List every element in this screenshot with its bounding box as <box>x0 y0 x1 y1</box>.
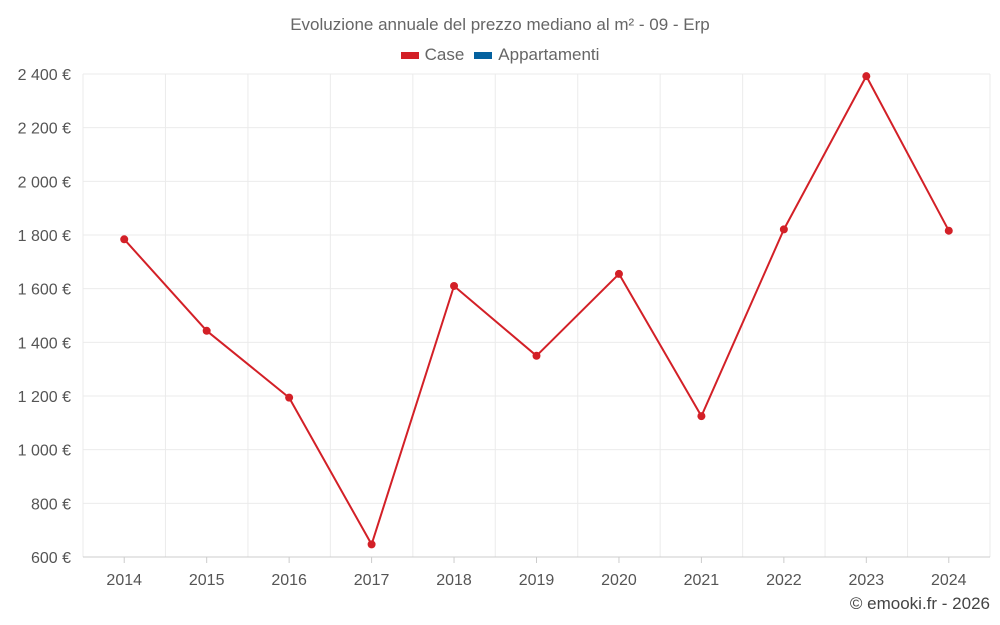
data-point[interactable] <box>944 226 953 235</box>
y-tick-label: 2 000 € <box>18 174 71 191</box>
x-tick-label: 2014 <box>106 572 142 589</box>
data-point[interactable] <box>285 393 294 402</box>
data-point[interactable] <box>450 281 459 290</box>
x-tick-label: 2021 <box>684 572 720 589</box>
axes: 600 € 800 € 1 000 € 1 200 € 1 400 € 1 600 € 1 … <box>18 67 990 589</box>
legend: Case Appartamenti <box>0 45 1000 65</box>
data-point[interactable] <box>614 269 623 278</box>
y-tick-label: 2 200 € <box>18 121 71 138</box>
legend-swatch-case <box>400 51 419 59</box>
y-tick-label: 600 € <box>31 550 71 567</box>
y-tick-label: 1 000 € <box>18 443 71 460</box>
credit-text: © emooki.fr - 2026 <box>849 594 990 613</box>
data-point[interactable] <box>120 235 129 244</box>
x-tick-label: 2023 <box>849 572 885 589</box>
legend-label-case: Case <box>424 45 465 64</box>
chart-title: Evoluzione annuale del prezzo mediano al… <box>290 15 710 34</box>
legend-label-appartamenti: Appartamenti <box>498 45 600 64</box>
x-tick-label: 2018 <box>436 572 472 589</box>
legend-item-appartamenti[interactable]: Appartamenti <box>474 45 599 65</box>
y-tick-label: 800 € <box>31 496 71 513</box>
x-tick-label: 2017 <box>354 572 390 589</box>
y-tick-label: 1 200 € <box>18 389 71 406</box>
data-point[interactable] <box>697 412 706 421</box>
legend-swatch-appartamenti <box>474 51 493 59</box>
grid <box>82 73 991 558</box>
y-tick-label: 1 600 € <box>18 282 71 299</box>
x-tick-label: 2024 <box>931 572 967 589</box>
data-point[interactable] <box>779 225 788 234</box>
data-point[interactable] <box>367 540 376 549</box>
y-tick-label: 1 800 € <box>18 228 71 245</box>
x-tick-label: 2022 <box>766 572 802 589</box>
y-tick-label: 1 400 € <box>18 335 71 352</box>
series <box>120 72 953 549</box>
x-tick-label: 2020 <box>601 572 637 589</box>
x-tick-label: 2016 <box>271 572 307 589</box>
x-tick-label: 2015 <box>189 572 225 589</box>
data-point[interactable] <box>862 72 871 81</box>
data-point[interactable] <box>532 351 541 360</box>
data-point[interactable] <box>202 326 211 335</box>
x-tick-label: 2019 <box>519 572 555 589</box>
legend-item-case[interactable]: Case <box>400 45 465 65</box>
y-tick-label: 2 400 € <box>18 67 71 84</box>
